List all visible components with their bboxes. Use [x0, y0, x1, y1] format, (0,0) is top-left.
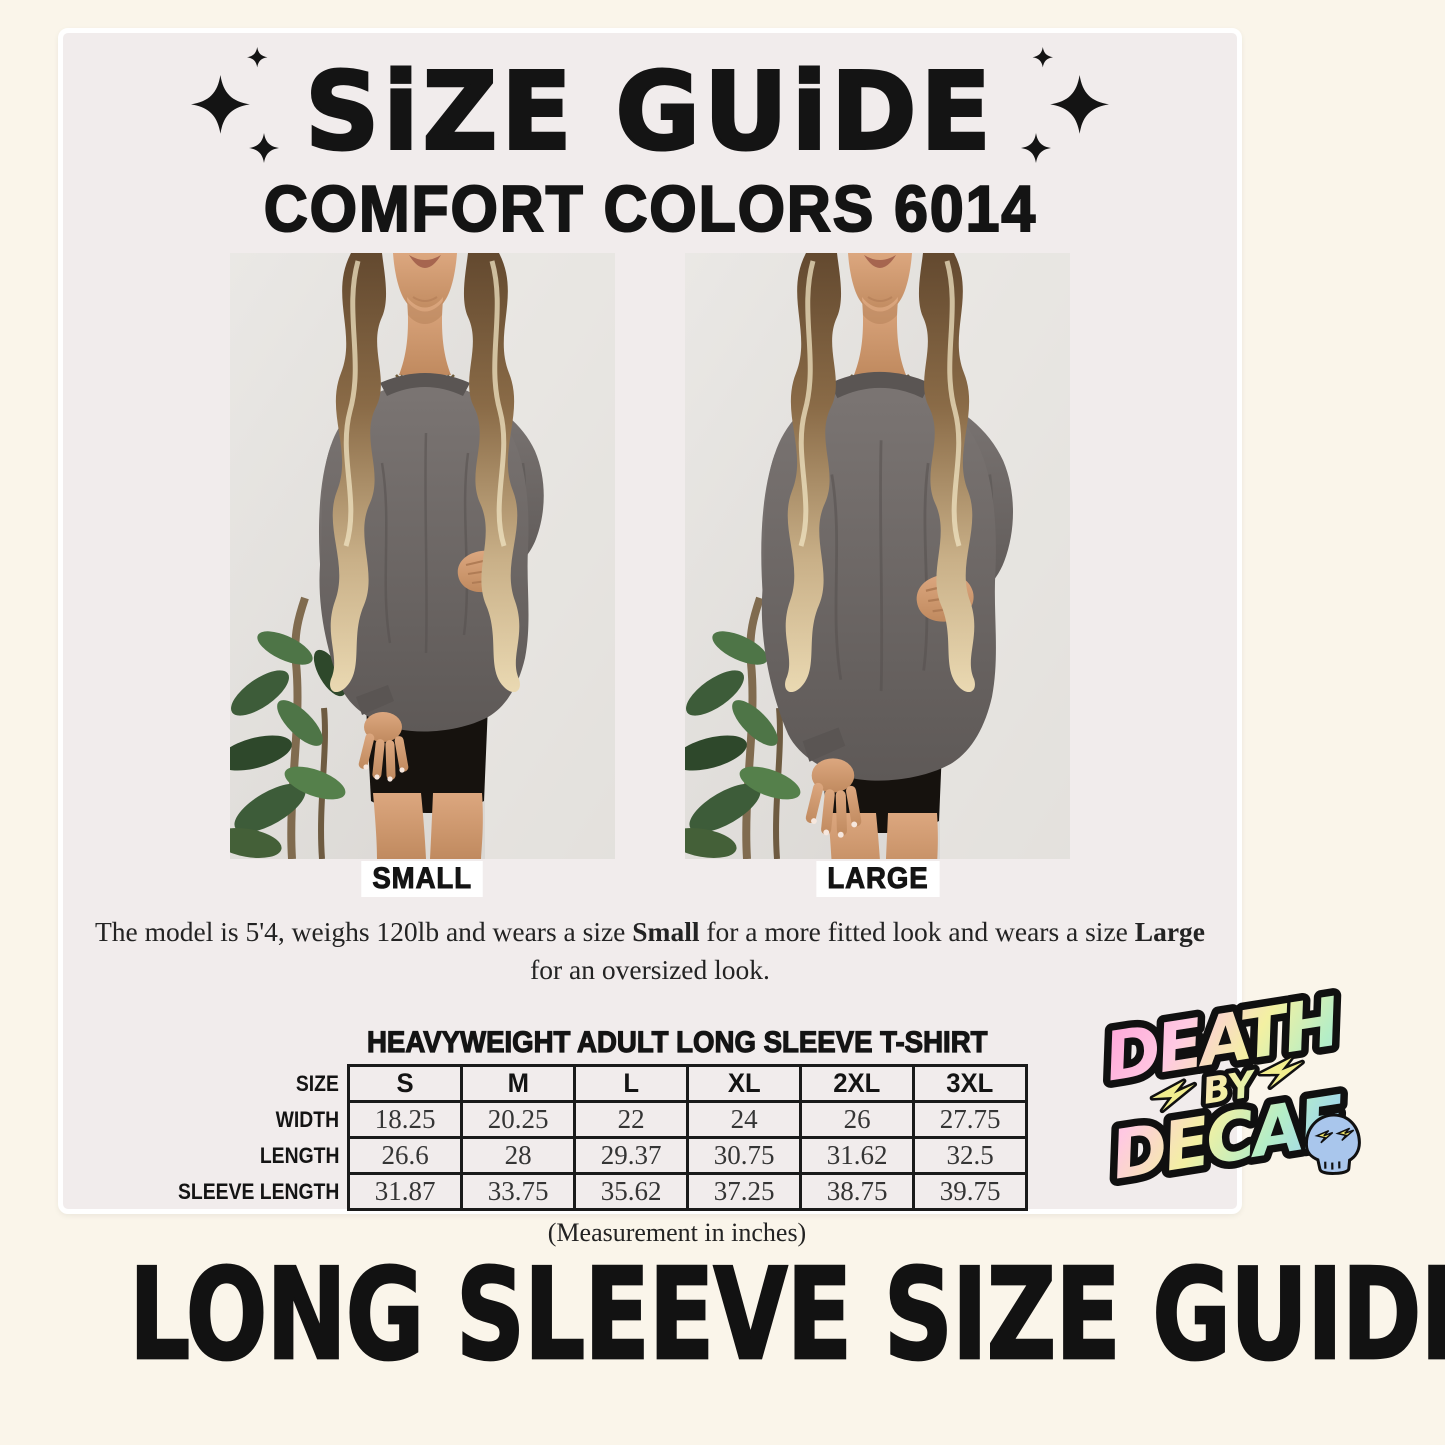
sparkle-icon: [191, 47, 280, 163]
photo-comparison: SMALL LARGE: [230, 253, 1070, 899]
table-row: SLEEVE LENGTH 31.87 33.75 35.62 37.25 38.75 39…: [156, 1172, 1029, 1212]
size-value-cell: 30.75: [686, 1136, 803, 1176]
size-value-cell: 18.25: [347, 1100, 464, 1140]
row-label: SLEEVE LENGTH: [177, 1178, 340, 1204]
page-title: SiZE GUiDE: [304, 49, 995, 174]
size-col-header: XL: [686, 1064, 803, 1104]
model-note-text: The model is 5'4, weighs 120lb and wears…: [94, 916, 633, 947]
page-subtitle-text: COMFORT COLORS 6014: [262, 173, 1037, 246]
size-value-cell: 39.75: [912, 1172, 1029, 1212]
size-value-cell: 37.25: [686, 1172, 803, 1212]
size-col-header: M: [460, 1064, 577, 1104]
size-value-cell: 28: [460, 1136, 577, 1176]
size-col-header: 3XL: [912, 1064, 1029, 1104]
measurement-note: (Measurement in inches): [547, 1218, 807, 1248]
size-value-cell: 22: [573, 1100, 690, 1140]
size-col-header: L: [573, 1064, 690, 1104]
size-value-cell: 29.37: [573, 1136, 690, 1176]
size-table: SIZE S M L XL 2XL 3XL WIDTH 18.25 20.25 22 24 26 27.7…: [156, 1064, 1029, 1212]
size-value-cell: 31.62: [799, 1136, 916, 1176]
photo-label-small-text: SMALL: [361, 861, 484, 897]
size-value-cell: 33.75: [460, 1172, 577, 1212]
death-by-decaf-logo-art: DEATH BY DECAF: [1092, 975, 1361, 1202]
bottom-banner: LONG SLEEVE SIZE GUIDE: [0, 1250, 1445, 1378]
model-photo-large-illustration: [685, 253, 1070, 859]
lightning-bolt-icon: [1257, 1055, 1305, 1091]
size-chart-heading-text: HEAVYWEIGHT ADULT LONG SLEEVE T-SHIRT: [366, 1026, 988, 1060]
model-fit-note: The model is 5'4, weighs 120lb and wears…: [85, 913, 1215, 989]
size-value-cell: 27.75: [912, 1100, 1029, 1140]
size-value-cell: 26: [799, 1100, 916, 1140]
size-value-cell: 24: [686, 1100, 803, 1140]
photo-small: SMALL: [230, 253, 615, 899]
size-col-header: 2XL: [799, 1064, 916, 1104]
sparkle-icon: [1020, 47, 1109, 163]
table-row: LENGTH 26.6 28 29.37 30.75 31.62 32.5: [156, 1136, 1029, 1176]
death-by-decaf-logo: DEATH BY DECAF: [1088, 975, 1370, 1202]
size-guide-card: SiZE GUiDE COMFORT COLORS 6014: [58, 28, 1242, 1247]
model-photo-small-illustration: [230, 253, 615, 859]
row-label: WIDTH: [275, 1106, 340, 1132]
bottom-banner-text: LONG SLEEVE SIZE GUIDE: [128, 1241, 1445, 1388]
size-value-cell: 26.6: [347, 1136, 464, 1176]
photo-label-small: SMALL: [230, 861, 615, 899]
size-value-cell: 32.5: [912, 1136, 1029, 1176]
title-row: SiZE GUiDE: [189, 47, 1111, 174]
row-label: LENGTH: [259, 1142, 340, 1168]
table-header-row: SIZE S M L XL 2XL 3XL: [156, 1064, 1029, 1104]
model-note-text: for a more fitted look and wears a size: [699, 916, 1135, 947]
photo-label-large: LARGE: [685, 861, 1070, 899]
size-chart-section: HEAVYWEIGHT ADULT LONG SLEEVE T-SHIRT SI…: [156, 1026, 1029, 1248]
skull-icon: [1304, 1113, 1361, 1175]
size-value-cell: 38.75: [799, 1172, 916, 1212]
model-note-large-bold: Large: [1134, 916, 1205, 947]
size-value-cell: 31.87: [347, 1172, 464, 1212]
photo-large: LARGE: [685, 253, 1070, 899]
lightning-bolt-icon: [1149, 1078, 1198, 1114]
size-col-header: S: [347, 1064, 464, 1104]
page-subtitle: COMFORT COLORS 6014: [256, 173, 1045, 246]
table-row: WIDTH 18.25 20.25 22 24 26 27.75: [156, 1100, 1029, 1140]
model-note-text: for an oversized look.: [530, 953, 770, 985]
photo-label-large-text: LARGE: [815, 861, 940, 897]
size-chart-heading: HEAVYWEIGHT ADULT LONG SLEEVE T-SHIRT: [156, 1026, 1028, 1060]
model-note-small-bold: Small: [632, 916, 700, 947]
size-value-cell: 20.25: [460, 1100, 577, 1140]
size-corner-label: SIZE: [296, 1070, 340, 1096]
size-value-cell: 35.62: [573, 1172, 690, 1212]
